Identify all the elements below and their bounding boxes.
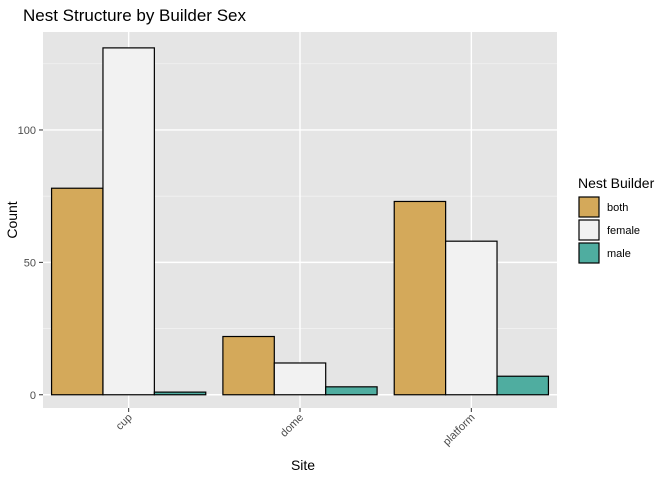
legend-title: Nest Builder (578, 175, 655, 191)
bar-dome-male (325, 386, 378, 396)
legend-key-female (578, 219, 600, 241)
y-axis-title: Count (4, 201, 20, 238)
x-tick-label: dome (278, 412, 306, 440)
x-axis-title: Site (291, 457, 315, 473)
legend: Nest Builder both female male (578, 175, 655, 264)
bar-dome-both (222, 335, 275, 396)
y-axis-ticks: 0 50 100 (18, 125, 43, 402)
bar-cup-both (50, 187, 104, 396)
legend-key-both (578, 196, 600, 218)
x-tick-label: cup (114, 412, 135, 433)
bar-platform-male (496, 375, 550, 396)
bar-dome-female (273, 362, 327, 396)
x-tick-label: platform (441, 412, 478, 449)
bar-platform-female (445, 240, 498, 396)
bar-cup-male (153, 391, 207, 396)
legend-label: male (607, 248, 631, 260)
legend-label: both (607, 202, 628, 214)
bar-cup-female (102, 47, 155, 396)
y-tick-label: 50 (24, 257, 36, 269)
y-tick-label: 100 (18, 125, 36, 137)
legend-label: female (607, 225, 640, 237)
x-axis-ticks: cup dome platform (114, 408, 478, 449)
legend-key-male (578, 242, 600, 264)
bars (50, 47, 550, 396)
bar-platform-both (393, 200, 447, 396)
chart-title: Nest Structure by Builder Sex (23, 6, 246, 25)
y-tick-label: 0 (30, 390, 36, 402)
